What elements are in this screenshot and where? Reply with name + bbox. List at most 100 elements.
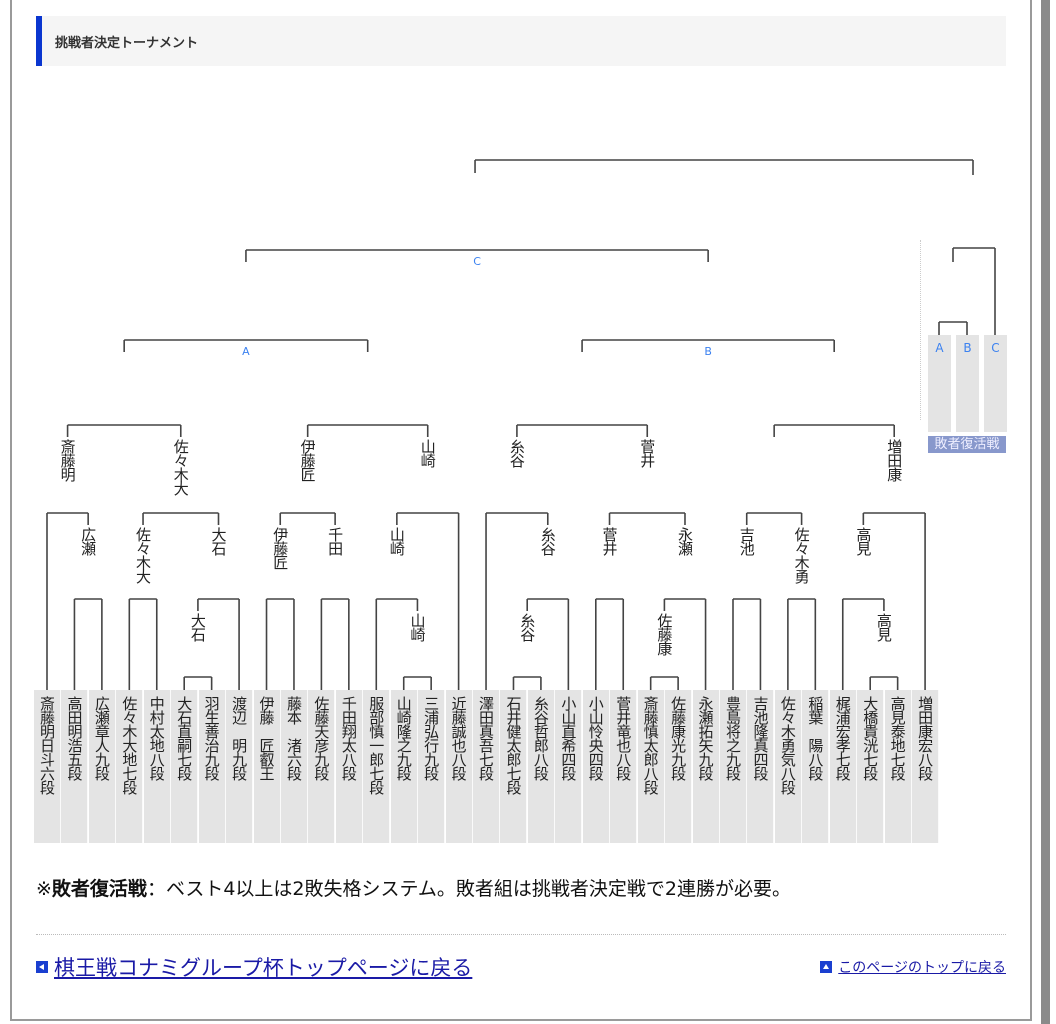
arrow-left-icon [36, 961, 48, 973]
player-cell: 中村太地八段 [143, 690, 171, 843]
player-cell: 佐藤康光九段 [665, 690, 693, 843]
page-frame-right [1030, 0, 1032, 1021]
player-cell: 大橋貴洸七段 [857, 690, 885, 843]
losers-slot-label: A [935, 341, 944, 355]
losers-slot-label: B [963, 341, 972, 355]
divider [36, 934, 1006, 935]
winner-label: 糸谷 [518, 613, 537, 641]
player-cell: 近藤誠也八段 [445, 690, 473, 843]
player-name: 増田康宏八段 [916, 696, 935, 780]
player-cell: 佐藤天彦九段 [308, 690, 336, 843]
note-prefix: ※ [36, 878, 52, 900]
winner-label: 吉池 [737, 527, 756, 555]
page-top-link[interactable]: このページのトップに戻る [820, 957, 1006, 977]
header-accent-bar [36, 16, 42, 66]
player-name: 服部慎一郎七段 [367, 696, 386, 794]
note-text: ：ベスト4以上は2敗失格システム。敗者組は挑戦者決定戦で2連勝が必要。 [146, 878, 792, 900]
player-name: 藤本 渚六段 [284, 696, 303, 780]
winner-label: 大石 [188, 613, 207, 641]
player-cell: 服部慎一郎七段 [363, 690, 391, 843]
player-cell: 菅井竜也八段 [610, 690, 638, 843]
player-name: 石井健太郎七段 [504, 696, 523, 794]
player-cell: 高見泰地七段 [884, 690, 912, 843]
player-cell: 糸谷哲郎八段 [527, 690, 555, 843]
player-name: 佐藤天彦九段 [312, 696, 331, 780]
player-cell: 山崎隆之九段 [390, 690, 418, 843]
player-name: 近藤誠也八段 [449, 696, 468, 780]
player-name: 佐藤康光九段 [669, 696, 688, 780]
player-cell: 石井健太郎七段 [500, 690, 528, 843]
scrollbar[interactable] [1041, 0, 1050, 1024]
player-name: 斎藤明日斗六段 [38, 696, 56, 794]
section-header: 挑戦者決定トーナメント [36, 16, 1006, 66]
player-cell: 藤本 渚六段 [280, 690, 308, 843]
winner-label: 糸谷 [538, 527, 557, 555]
player-cell: 小山怜央四段 [582, 690, 610, 843]
player-name: 三浦弘行九段 [422, 696, 441, 780]
player-name: 高見泰地七段 [888, 696, 907, 780]
arrow-up-icon [820, 961, 833, 973]
player-cell: 広瀬章人九段 [88, 690, 116, 843]
winner-label: 菅井 [600, 527, 619, 555]
player-cell: 斎藤明日斗六段 [34, 690, 61, 843]
player-name: 斎藤慎太郎八段 [641, 696, 660, 794]
player-name: 豊島将之九段 [724, 696, 742, 780]
player-name: 吉池隆真四段 [751, 696, 770, 780]
winner-label: 糸谷 [507, 439, 526, 467]
player-name: 梶浦宏孝七段 [833, 696, 852, 780]
winner-label: 大石 [209, 527, 228, 555]
player-name: 糸谷哲郎八段 [531, 696, 550, 780]
winner-label: 佐藤康 [655, 613, 674, 655]
player-name: 中村太地八段 [147, 696, 166, 780]
losers-divider [920, 240, 921, 420]
player-name: 佐々木勇気八段 [778, 696, 797, 794]
winner-label: 菅井 [638, 439, 657, 467]
player-cell: 渡辺 明九段 [226, 690, 254, 843]
player-cell: 伊藤 匠叡王 [253, 690, 281, 843]
winner-label: 千田 [326, 527, 345, 555]
winner-label: 永瀬 [675, 527, 694, 555]
player-cell: 増田康宏八段 [912, 690, 940, 843]
player-cell: 小山直希四段 [555, 690, 583, 843]
page-frame-left [10, 0, 12, 1021]
player-cell: 豊島将之九段 [720, 690, 747, 843]
player-cell: 梶浦宏孝七段 [829, 690, 857, 843]
player-name: 広瀬章人九段 [92, 696, 111, 780]
player-name: 伊藤 匠叡王 [257, 696, 276, 780]
player-name: 千田翔太八段 [339, 696, 358, 780]
back-link-label: 棋王戦コナミグループ杯トップページに戻る [54, 956, 473, 980]
top-link-label: このページのトップに戻る [838, 960, 1006, 976]
winner-label: 増田康 [885, 439, 904, 481]
losers-slot-c: C [984, 335, 1007, 432]
player-cell: 高田明浩五段 [61, 690, 89, 843]
player-name: 山崎隆之九段 [394, 696, 413, 780]
page-frame-bottom [10, 1019, 1032, 1021]
winner-label: 高見 [874, 613, 893, 641]
winner-label: 広瀬 [79, 527, 98, 555]
losers-slot-a: A [928, 335, 951, 432]
player-name: 澤田真吾七段 [477, 696, 496, 780]
player-cell: 三浦弘行九段 [418, 690, 446, 843]
player-name: 大石直嗣七段 [175, 696, 194, 780]
winner-label: 斎藤明 [58, 439, 77, 481]
player-name: 小山怜央四段 [586, 696, 605, 780]
round-label-a: A [242, 345, 250, 358]
losers-slot-label: C [991, 341, 1000, 355]
winner-label: 山崎 [408, 613, 427, 641]
player-name: 高田明浩五段 [65, 696, 84, 780]
section-title: 挑戦者決定トーナメント [55, 36, 199, 51]
back-to-top-page-link[interactable]: 棋王戦コナミグループ杯トップページに戻る [36, 952, 472, 982]
player-name: 稲葉 陽八段 [806, 696, 825, 780]
player-name: 大橋貴洸七段 [861, 696, 880, 780]
winner-label: 佐々木大 [171, 439, 190, 495]
player-cell: 大石直嗣七段 [171, 690, 199, 843]
player-name: 羽生善治九段 [202, 696, 221, 780]
bracket-lines [46, 159, 996, 690]
winner-label: 佐々木勇 [792, 527, 811, 583]
winner-label: 伊藤匠 [271, 527, 290, 569]
player-cell: 千田翔太八段 [335, 690, 363, 843]
player-cell: 羽生善治九段 [198, 690, 226, 843]
note-term: 敗者復活戦 [51, 878, 147, 900]
player-cell: 澤田真吾七段 [473, 690, 501, 843]
winner-label: 佐々木大 [134, 527, 153, 583]
